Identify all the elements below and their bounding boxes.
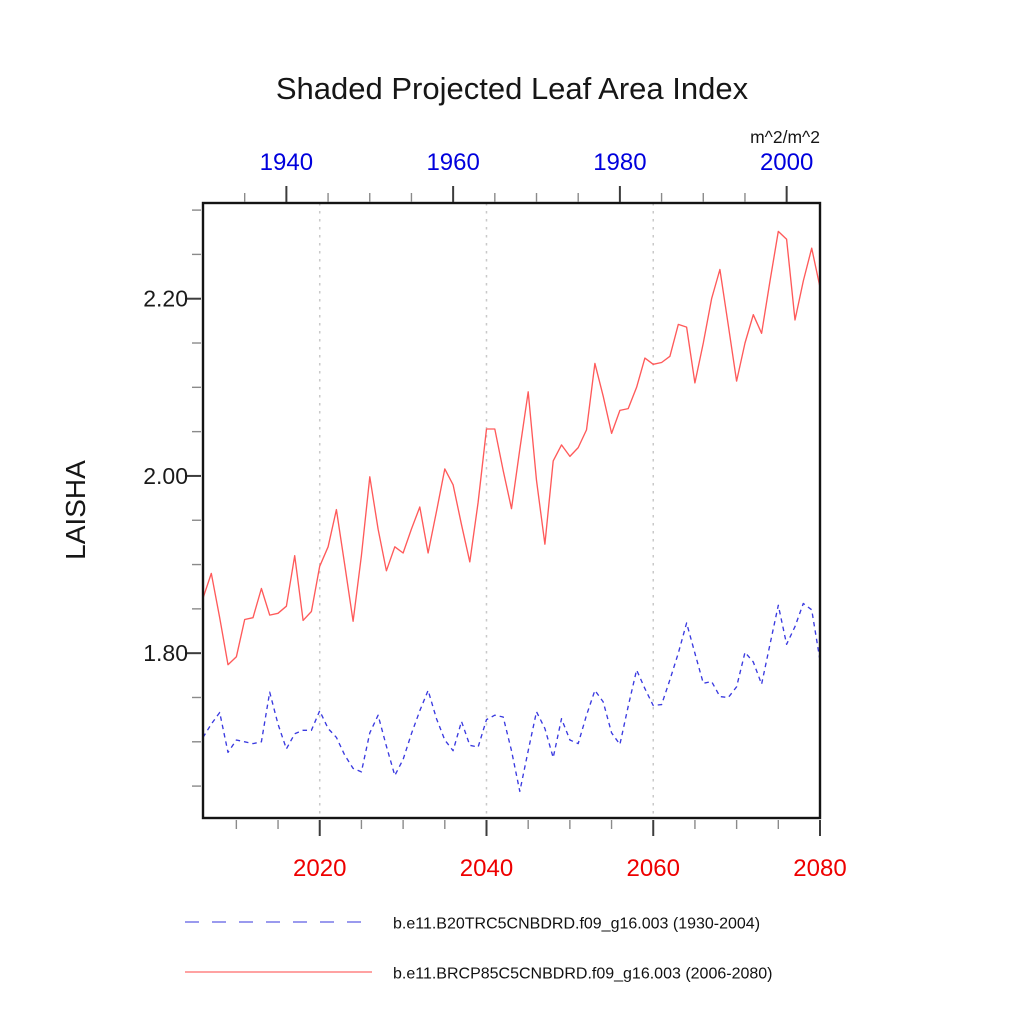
legend-item-1: b.e11.BRCP85C5CNBDRD.f09_g16.003 (2006-2… [185,966,772,983]
chart-title: Shaded Projected Leaf Area Index [276,71,749,106]
top-tick-label-2000: 2000 [760,149,813,176]
bottom-tick-label-2060: 2060 [627,855,680,882]
bottom-tick-label-2080: 2080 [793,855,846,882]
y-tick-label-2.20: 2.20 [143,286,188,312]
plot-area [202,203,821,818]
axis-ticks [185,186,821,836]
y-tick-label-1.80: 1.80 [143,640,188,666]
top-tick-label-1960: 1960 [426,149,479,176]
legend-label-0: b.e11.B20TRC5CNBDRD.f09_g16.003 (1930-20… [393,916,760,933]
bottom-tick-label-2040: 2040 [460,855,513,882]
series-line-1 [202,230,821,666]
top-tick-label-1940: 1940 [260,149,313,176]
y-tick-label-2.00: 2.00 [143,463,188,489]
plot-box [201,201,822,820]
y-axis-title: LAISHA [60,460,91,560]
chart-legend: b.e11.B20TRC5CNBDRD.f09_g16.003 (1930-20… [185,916,772,983]
axis-tick-labels: 1940 1960 1980 2000 2020 2040 2060 2080 1.80 2.00… [143,149,846,882]
legend-item-0: b.e11.B20TRC5CNBDRD.f09_g16.003 (1930-20… [185,916,760,933]
top-tick-label-1980: 1980 [593,149,646,176]
legend-label-1: b.e11.BRCP85C5CNBDRD.f09_g16.003 (2006-2… [393,966,772,983]
series-line-0 [202,602,821,793]
bottom-tick-label-2020: 2020 [293,855,346,882]
units-label: m^2/m^2 [750,127,820,147]
